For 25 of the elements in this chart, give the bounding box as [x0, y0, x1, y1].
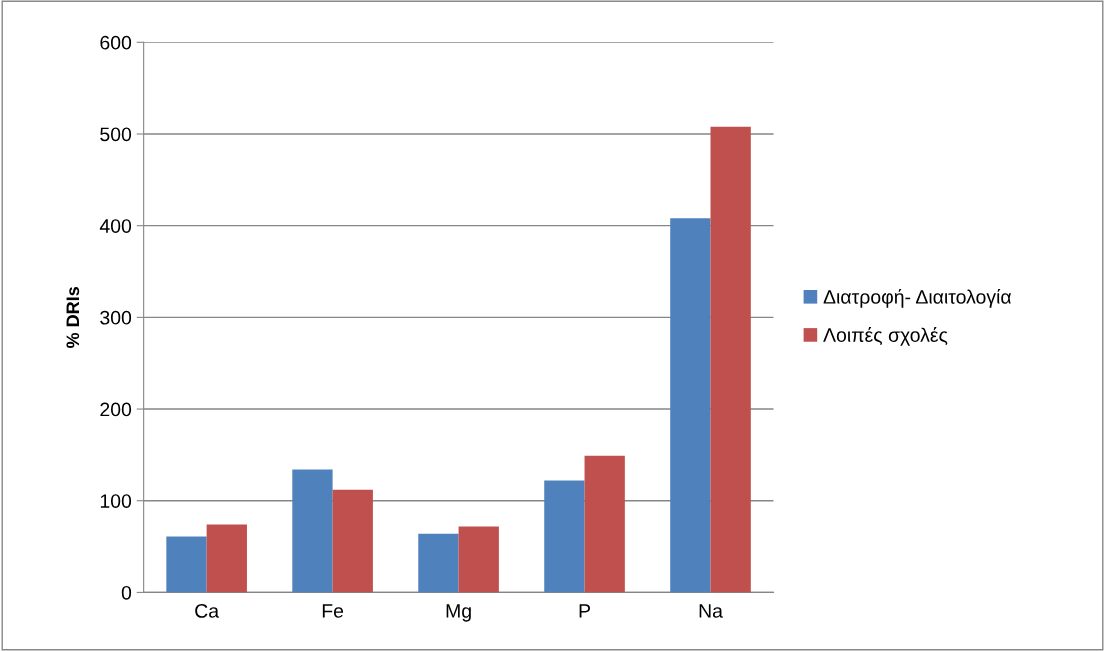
- bar: [584, 455, 625, 593]
- x-tick-label: Mg: [446, 604, 471, 622]
- bar: [458, 526, 499, 593]
- x-tick-label: Ca: [195, 604, 220, 618]
- y-tick-label: 0: [121, 585, 132, 600]
- bar: [166, 536, 207, 593]
- bar: [332, 489, 373, 593]
- x-tick-label: Fe: [322, 604, 344, 618]
- bar: [206, 524, 247, 593]
- y-tick-label: 100: [100, 494, 132, 508]
- bar: [710, 126, 751, 593]
- x-tick-label: Na: [699, 604, 723, 618]
- y-tick-label: 400: [99, 219, 132, 233]
- y-tick-label: 200: [100, 402, 132, 417]
- y-tick-label: 500: [100, 127, 132, 142]
- x-tick-label: P: [579, 604, 590, 618]
- bar: [292, 469, 333, 593]
- bar: [418, 533, 459, 593]
- y-tick-label: 600: [100, 35, 132, 50]
- bar: [670, 218, 711, 593]
- y-axis-title: % DRIs: [66, 287, 80, 349]
- bar: [544, 480, 585, 593]
- y-tick-label: 300: [100, 310, 132, 325]
- legend-label: Διατροφή- Διαιτολογία: [823, 288, 1012, 308]
- legend-label: Λοιπές σχολές: [823, 327, 948, 346]
